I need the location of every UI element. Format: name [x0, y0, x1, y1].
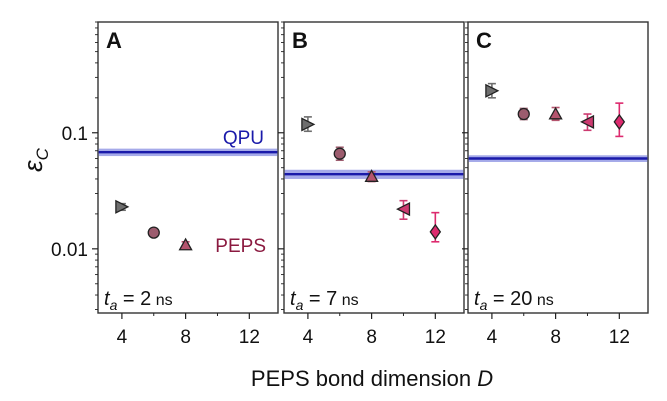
marker-triangle-up: [178, 237, 193, 251]
qpu-label: QPU: [223, 128, 264, 149]
time-label: ta = 20 ns: [474, 288, 554, 313]
panel-label: B: [292, 28, 308, 53]
panels: 4 8 12 0.1 0.01 Ata = 2 ns QPU PEPS 4 8 12 Bta = 7 …: [51, 21, 649, 348]
marker-circle: [517, 107, 530, 121]
data-point-d12: [429, 211, 442, 243]
y-tick-label: 0.1: [62, 124, 88, 145]
marker-triangle-up: [548, 106, 563, 120]
x-tick-label: 8: [180, 327, 191, 348]
data-point-d10: [580, 113, 595, 132]
panel-frame: [283, 21, 465, 314]
y-axis-label-sub: C: [33, 147, 52, 160]
peps-label: PEPS: [215, 236, 266, 257]
data-point-d8: [364, 169, 379, 183]
x-tick-label: 4: [117, 327, 128, 348]
marker-triangle-up: [364, 169, 379, 182]
marker-triangle-right: [301, 117, 316, 132]
marker-circle: [147, 226, 160, 239]
data-point-d4: [115, 199, 130, 214]
data-point-d10: [396, 199, 411, 221]
x-tick-label: 12: [239, 327, 260, 348]
marker-triangle-right: [115, 199, 130, 214]
x-tick-label: 12: [609, 327, 630, 348]
marker-diamond: [613, 113, 626, 131]
marker-circle: [333, 147, 346, 160]
x-tick-label: 4: [303, 327, 314, 348]
x-tick-label: 8: [550, 327, 561, 348]
x-axis-label-var: D: [477, 366, 493, 391]
marker-diamond: [429, 223, 442, 240]
y-tick-label: 0.01: [51, 240, 88, 261]
data-point-d6: [517, 107, 530, 121]
y-axis-label: εC: [18, 147, 52, 171]
panel-label: A: [106, 28, 122, 53]
x-tick-label: 4: [487, 327, 498, 348]
panel-c: 4 8 12 Cta = 20 ns: [462, 21, 649, 348]
data-point-d4: [485, 82, 500, 99]
data-point-d6: [333, 146, 346, 162]
time-label: ta = 2 ns: [104, 288, 173, 313]
data-point-d12: [613, 102, 626, 138]
marker-triangle-left: [580, 114, 595, 129]
data-point-d8: [548, 106, 563, 122]
panel-frame: [467, 21, 649, 314]
marker-triangle-right: [485, 83, 500, 98]
panel-label: C: [476, 28, 492, 53]
panel-b: 4 8 12 Bta = 7 ns: [278, 21, 465, 348]
data-point-d6: [147, 226, 160, 239]
x-tick-label: 8: [366, 327, 377, 348]
x-tick-label: 12: [425, 327, 446, 348]
time-label: ta = 7 ns: [290, 288, 359, 313]
data-point-d4: [301, 116, 316, 133]
panel-a: 4 8 12 0.1 0.01 Ata = 2 ns QPU PEPS: [51, 21, 279, 348]
marker-triangle-left: [396, 202, 411, 217]
x-axis-label: PEPS bond dimension D: [251, 366, 493, 391]
panel-frame: [97, 21, 279, 314]
data-point-d8: [178, 237, 193, 251]
